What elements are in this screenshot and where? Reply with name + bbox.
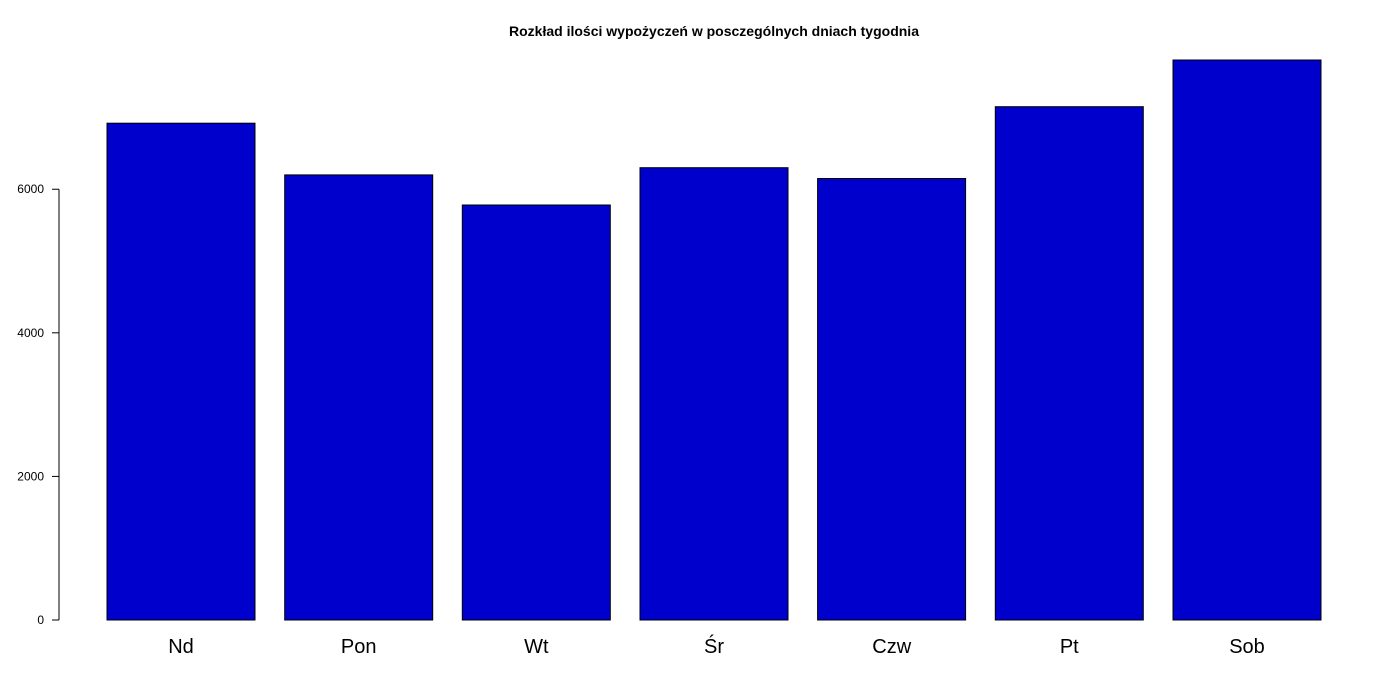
bar-Pt [994,106,1144,621]
category-label-Pon: Pon [341,636,377,658]
bar-Śr [639,167,789,621]
y-tick-label-4000: 4000 [17,326,44,340]
chart-title: Rozkład ilości wypożyczeń w posczególnyc… [509,23,919,39]
y-tick-label-0: 0 [37,613,44,627]
bar-Czw [817,178,967,621]
bar-Sob [1172,59,1322,621]
y-axis: 0 2000 4000 6000 [17,182,60,627]
category-label-Śr: Śr [704,634,724,658]
x-axis-labels: Nd Pon Wt Śr Czw Pt Sob [168,634,1265,658]
category-label-Sob: Sob [1229,636,1265,658]
y-tick-label-2000: 2000 [17,469,44,483]
bars [106,59,1322,621]
category-label-Nd: Nd [168,636,194,658]
y-tick-label-6000: 6000 [17,182,44,196]
bar-Nd [106,122,256,621]
category-label-Czw: Czw [872,636,911,658]
bar-Wt [461,204,611,621]
bar-Pon [284,174,434,621]
category-label-Wt: Wt [524,636,549,658]
category-label-Pt: Pt [1060,636,1079,658]
